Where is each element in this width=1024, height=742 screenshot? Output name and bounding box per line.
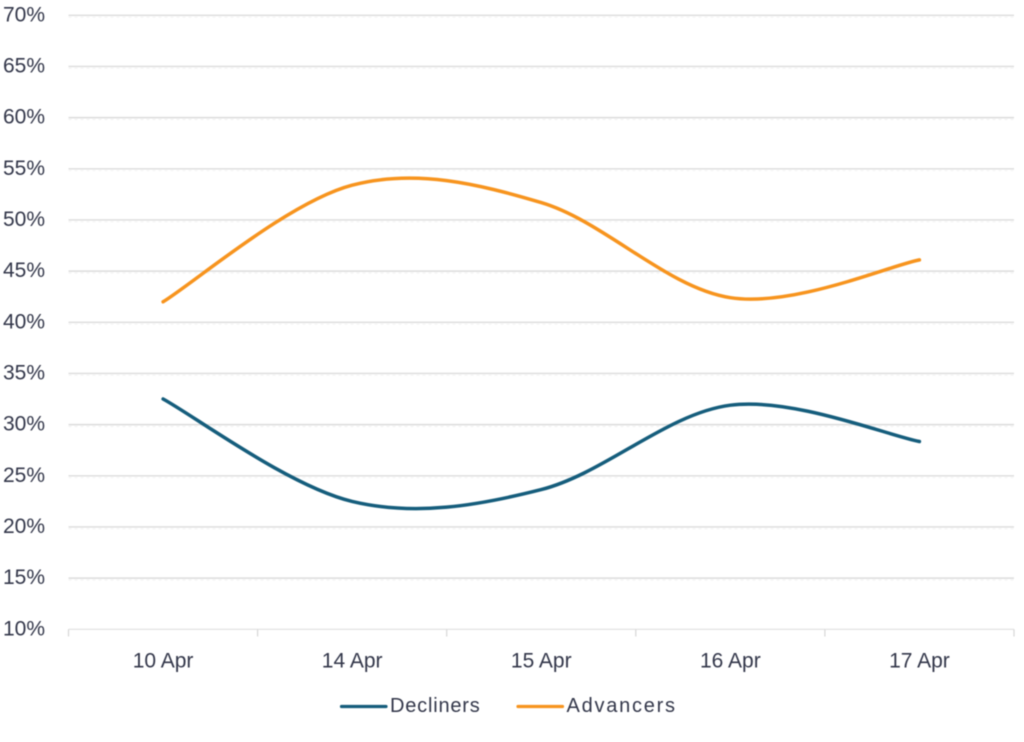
svg-text:17 Apr: 17 Apr xyxy=(889,650,950,673)
svg-text:14 Apr: 14 Apr xyxy=(322,650,383,673)
svg-text:45%: 45% xyxy=(3,259,45,282)
svg-text:15 Apr: 15 Apr xyxy=(511,650,572,673)
svg-text:30%: 30% xyxy=(3,413,45,436)
svg-text:55%: 55% xyxy=(3,157,45,180)
svg-text:35%: 35% xyxy=(3,361,45,384)
svg-text:50%: 50% xyxy=(3,208,45,231)
svg-text:40%: 40% xyxy=(3,310,45,333)
svg-text:Decliners: Decliners xyxy=(390,695,481,717)
svg-text:65%: 65% xyxy=(3,54,45,77)
svg-text:10 Apr: 10 Apr xyxy=(133,650,194,673)
svg-text:25%: 25% xyxy=(3,464,45,487)
svg-text:15%: 15% xyxy=(3,566,45,589)
svg-text:60%: 60% xyxy=(3,106,45,129)
svg-text:16 Apr: 16 Apr xyxy=(700,650,761,673)
svg-text:20%: 20% xyxy=(3,515,45,538)
svg-text:70%: 70% xyxy=(3,3,45,26)
svg-text:Advancers: Advancers xyxy=(567,695,677,717)
svg-text:10%: 10% xyxy=(3,617,45,640)
